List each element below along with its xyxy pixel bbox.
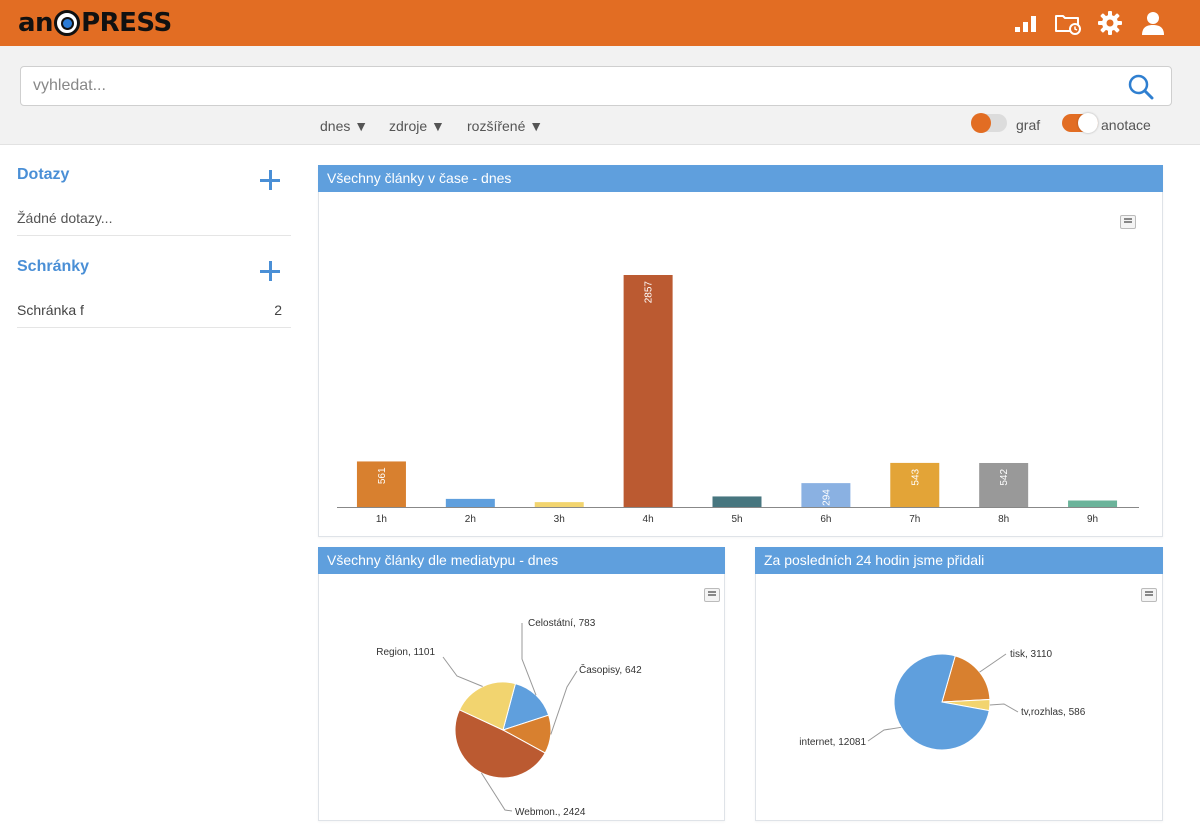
- filter-day[interactable]: dnes ▼: [320, 118, 369, 134]
- bar-6h[interactable]: [801, 483, 851, 507]
- filter-sources[interactable]: zdroje ▼: [389, 118, 445, 134]
- bar-7h[interactable]: [890, 462, 940, 507]
- box-item-label: Schránka f: [17, 302, 84, 318]
- recent-chart-menu-icon[interactable]: [1141, 588, 1157, 602]
- queries-title: Dotazy: [17, 166, 70, 183]
- pie-label: tv,rozhlas, 586: [1021, 707, 1086, 718]
- bar-5h[interactable]: [712, 496, 762, 507]
- filter-advanced[interactable]: rozšířené ▼: [467, 118, 544, 134]
- timeline-bar-chart: 1h 561 2h 3h 4h 2857 5h 6h 294 7h 543 8h 542 9h: [337, 275, 1139, 525]
- x-tick-label: 7h: [909, 514, 920, 525]
- bar-3h[interactable]: [534, 502, 584, 507]
- mediatype-panel-title: Všechny články dle mediatypu - dnes: [318, 547, 725, 574]
- pie-connector: [989, 703, 1019, 713]
- x-tick-label: 6h: [820, 514, 831, 525]
- recent-panel-title: Za posledních 24 hodin jsme přidali: [755, 547, 1163, 574]
- box-item-count: 2: [274, 302, 282, 318]
- pie-label: internet, 12081: [799, 737, 866, 748]
- annotation-toggle-label: anotace: [1101, 117, 1151, 133]
- x-tick-label: 4h: [643, 514, 654, 525]
- bar-1h[interactable]: [356, 461, 406, 507]
- pie-slice[interactable]: [458, 681, 517, 731]
- mediatype-chart-menu-icon[interactable]: [704, 588, 720, 602]
- x-tick-label: 9h: [1087, 514, 1098, 525]
- logo-suffix: PRESS: [81, 8, 172, 38]
- x-tick-label: 1h: [376, 514, 387, 525]
- graph-toggle-label: graf: [1016, 117, 1041, 133]
- x-tick-label: 5h: [731, 514, 742, 525]
- bar-value-label: 543: [910, 468, 921, 485]
- add-query-button[interactable]: [259, 169, 281, 191]
- gear-icon[interactable]: [1096, 9, 1124, 37]
- app-logo[interactable]: an PRESS: [18, 6, 172, 40]
- bar-value-label: 561: [377, 467, 388, 484]
- timeline-panel-title: Všechny články v čase - dnes: [318, 165, 1163, 192]
- mediatype-pie-chart: Celostátní, 783 Časopisy, 642 Webmon., 242…: [376, 618, 642, 818]
- pie-label: Celostátní, 783: [528, 618, 596, 629]
- x-tick-label: 3h: [554, 514, 565, 525]
- pie-connector: [867, 726, 902, 742]
- pie-slice[interactable]: [941, 655, 991, 703]
- queries-empty-text: Žádné dotazy...: [17, 210, 291, 236]
- folder-clock-icon[interactable]: [1054, 9, 1082, 37]
- pie-connector: [979, 653, 1007, 673]
- bar-2h[interactable]: [445, 498, 495, 507]
- pie-label: Webmon., 2424: [515, 807, 586, 818]
- mediatype-panel: Všechny články dle mediatypu - dnes Celo…: [318, 547, 725, 821]
- bar-signal-icon[interactable]: [1012, 9, 1040, 37]
- bar-4h[interactable]: [623, 275, 673, 507]
- pie-label: Region, 1101: [376, 647, 435, 658]
- box-item[interactable]: Schránka f 2: [17, 302, 291, 328]
- timeline-chart-menu-icon[interactable]: [1120, 215, 1136, 229]
- search-box: [20, 66, 1172, 106]
- logo-eye-icon: [54, 10, 81, 36]
- search-input[interactable]: [33, 67, 1123, 105]
- add-box-button[interactable]: [259, 260, 281, 282]
- recent-panel: Za posledních 24 hodin jsme přidali tisk…: [755, 547, 1163, 821]
- annotation-toggle-knob: [1078, 113, 1098, 133]
- graph-toggle-knob: [971, 113, 991, 133]
- top-bar: an PRESS: [0, 0, 1200, 46]
- x-tick-label: 2h: [465, 514, 476, 525]
- pie-connector: [550, 670, 578, 735]
- graph-toggle[interactable]: [971, 113, 1007, 133]
- pie-slice[interactable]: [893, 653, 990, 751]
- boxes-title: Schránky: [17, 258, 90, 275]
- pie-connector: [521, 623, 537, 696]
- bar-value-label: 294: [821, 489, 832, 506]
- recent-pie-chart: tisk, 3110 tv,rozhlas, 586 internet, 12081: [799, 649, 1086, 751]
- logo-prefix: an: [18, 8, 54, 38]
- bar-8h[interactable]: [979, 462, 1029, 507]
- bar-9h[interactable]: [1068, 500, 1118, 507]
- search-strip: dnes ▼ zdroje ▼ rozšířené ▼ graf anotace: [0, 46, 1200, 145]
- x-tick-label: 8h: [998, 514, 1009, 525]
- pie-label: Časopisy, 642: [579, 663, 642, 676]
- annotation-toggle[interactable]: [1062, 113, 1098, 133]
- bar-value-label: 2857: [644, 281, 655, 304]
- user-icon[interactable]: [1139, 9, 1167, 37]
- pie-connector: [480, 772, 513, 812]
- search-icon[interactable]: [1127, 73, 1155, 101]
- timeline-panel: Všechny články v čase - dnes 1h 561 2h 3h 4h…: [318, 165, 1163, 537]
- pie-slice[interactable]: [454, 709, 546, 779]
- pie-label: tisk, 3110: [1010, 649, 1052, 660]
- pie-connector: [442, 656, 483, 687]
- bar-value-label: 542: [999, 469, 1010, 486]
